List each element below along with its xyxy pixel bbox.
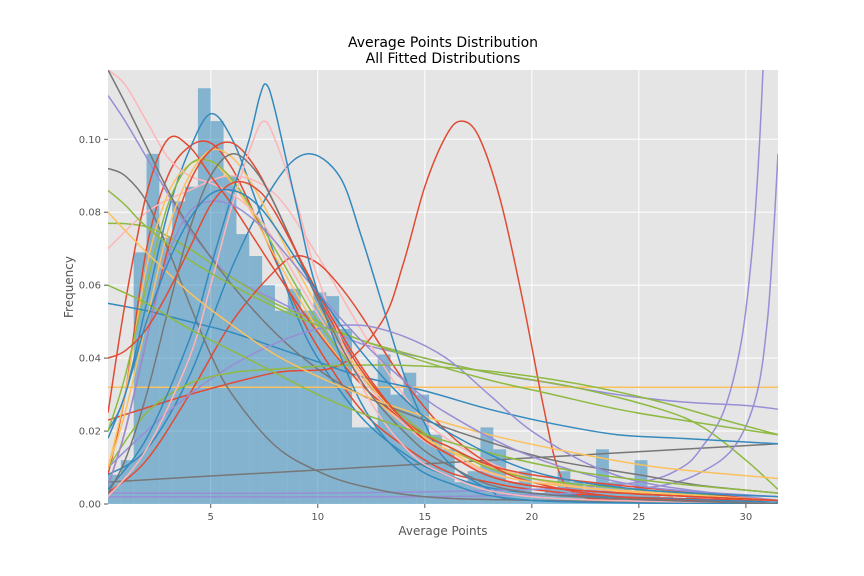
- x-tick-label: 5: [208, 512, 214, 523]
- fitted-curve: [108, 302, 778, 445]
- fitted-curve: [108, 189, 778, 436]
- x-tick-label: 30: [740, 512, 753, 523]
- fitted-curve: [108, 140, 778, 502]
- histogram-bar: [236, 234, 250, 504]
- histogram-bar: [249, 256, 263, 504]
- histogram-bar: [531, 493, 545, 504]
- x-tick-label: 25: [632, 512, 645, 523]
- histogram-bar: [262, 285, 275, 504]
- fitted-curve: [108, 180, 778, 502]
- fitted-curve: [108, 70, 778, 494]
- y-axis-ticks: 0.00 0.02 0.04 0.06 0.08 0.10: [79, 135, 108, 511]
- histogram-bar: [223, 175, 237, 504]
- y-tick-label: 0.06: [79, 281, 101, 292]
- y-tick-label: 0.10: [79, 135, 101, 146]
- fitted-curve: [108, 153, 778, 504]
- histogram-bar: [185, 186, 198, 504]
- fitted-curve: [108, 324, 778, 502]
- histogram-bar: [210, 121, 224, 504]
- chart-title: Average Points Distribution: [348, 35, 538, 51]
- fitted-curves: [108, 70, 778, 504]
- fitted-curve: [108, 83, 778, 504]
- x-tick-label: 20: [525, 512, 538, 523]
- fitted-curve: [108, 158, 778, 502]
- fitted-curve: [108, 135, 778, 502]
- histogram-bar: [172, 201, 186, 504]
- histogram-bar: [287, 288, 301, 504]
- fitted-curve: [108, 70, 778, 502]
- fitted-curve: [108, 120, 778, 504]
- fitted-curve: [108, 364, 778, 468]
- fitted-curve: [108, 284, 778, 494]
- y-axis-label: Frequency: [62, 256, 76, 318]
- chart-subtitle: All Fitted Distributions: [366, 51, 521, 67]
- x-tick-label: 10: [311, 512, 324, 523]
- fitted-curve: [108, 443, 778, 483]
- y-tick-label: 0.08: [79, 208, 101, 219]
- x-axis-label: Average Points: [398, 524, 487, 538]
- histogram-bar: [274, 310, 288, 504]
- fitted-curve: [108, 211, 778, 480]
- x-tick-label: 15: [418, 512, 431, 523]
- y-tick-label: 0.00: [79, 500, 101, 511]
- histogram-bar: [146, 153, 160, 504]
- fitted-curve: [108, 200, 778, 498]
- x-axis-ticks: 5 10 15 20 25 30: [208, 504, 753, 523]
- histogram-bar: [197, 88, 211, 504]
- fitted-curve: [108, 153, 778, 504]
- y-tick-label: 0.04: [79, 354, 101, 365]
- y-tick-label: 0.02: [79, 427, 101, 438]
- fitted-curve: [108, 167, 778, 504]
- fitted-curve: [108, 70, 764, 495]
- fitted-curve: [108, 188, 778, 498]
- fitted-curve: [108, 148, 778, 502]
- histogram-bar: [364, 427, 378, 504]
